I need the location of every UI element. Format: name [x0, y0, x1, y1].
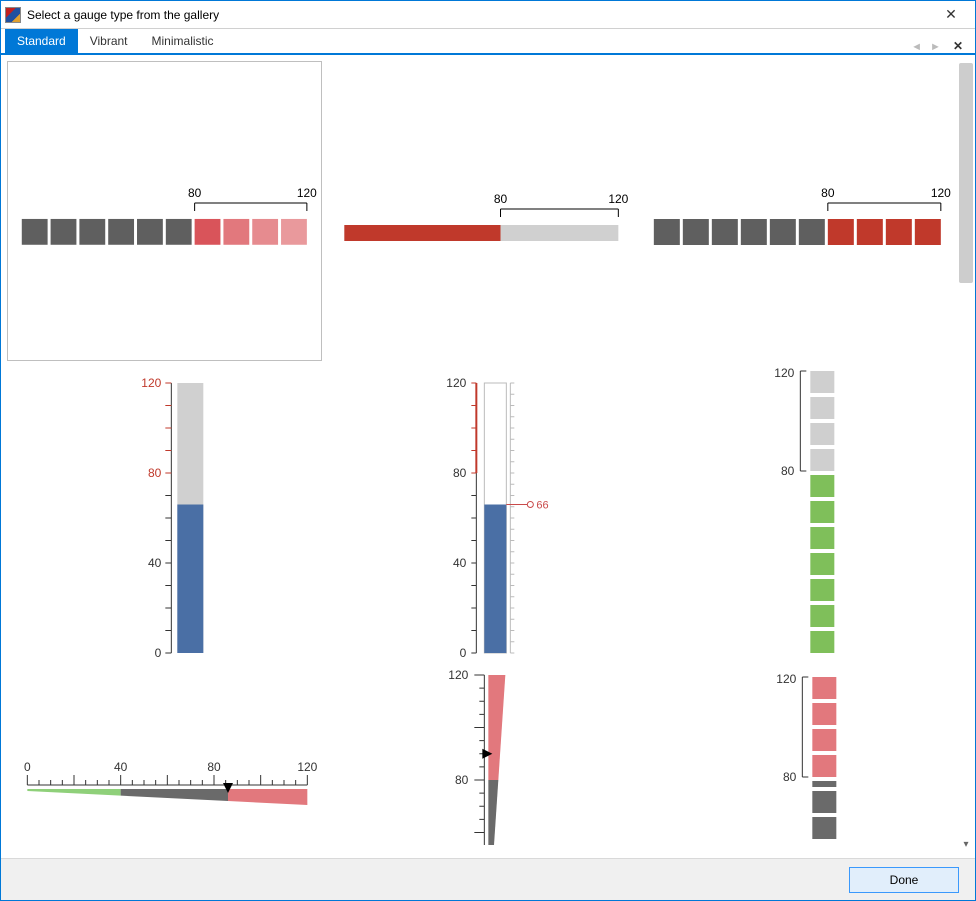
svg-text:120: 120: [446, 376, 466, 390]
gauge-option-5[interactable]: 80 120: [640, 363, 955, 663]
tab-minimalistic[interactable]: Minimalistic: [140, 29, 226, 53]
scrollbar-down-icon[interactable]: ▾: [959, 839, 973, 850]
titlebar: Select a gauge type from the gallery ✕: [1, 1, 975, 29]
gauge-option-3[interactable]: 0 40 80 120: [7, 363, 322, 663]
gauge-option-1[interactable]: 80 120: [324, 61, 639, 361]
svg-text:120: 120: [297, 186, 317, 200]
svg-text:80: 80: [453, 466, 467, 480]
svg-text:120: 120: [777, 672, 797, 686]
done-button[interactable]: Done: [849, 867, 959, 893]
dialog-window: Select a gauge type from the gallery ✕ S…: [0, 0, 976, 901]
tab-scroll-left[interactable]: ◄: [907, 41, 926, 53]
svg-text:66: 66: [536, 500, 548, 512]
tab-standard[interactable]: Standard: [5, 29, 78, 53]
window-close-button[interactable]: ✕: [931, 6, 971, 23]
svg-text:80: 80: [207, 760, 221, 774]
svg-text:120: 120: [931, 186, 951, 200]
svg-text:80: 80: [188, 186, 202, 200]
gauge-option-6[interactable]: 0 40 80 120: [7, 665, 322, 845]
scrollbar-thumb[interactable]: [959, 63, 973, 283]
svg-text:80: 80: [148, 466, 162, 480]
footer: Done: [1, 858, 975, 900]
tabstrip: Standard Vibrant Minimalistic ◄ ► ✕: [1, 29, 975, 55]
svg-text:120: 120: [775, 366, 795, 380]
svg-text:80: 80: [783, 770, 797, 784]
svg-text:40: 40: [453, 556, 467, 570]
svg-text:120: 120: [448, 668, 468, 682]
tabstrip-close-button[interactable]: ✕: [945, 39, 971, 53]
gauge-option-0[interactable]: 80 120: [7, 61, 322, 361]
svg-text:80: 80: [781, 464, 795, 478]
gauge-option-7[interactable]: 80 120: [324, 665, 639, 845]
svg-text:120: 120: [141, 376, 161, 390]
app-icon: [5, 7, 21, 23]
svg-text:80: 80: [821, 186, 835, 200]
svg-text:0: 0: [24, 760, 31, 774]
svg-text:0: 0: [155, 646, 162, 660]
scrollbar[interactable]: ▾: [959, 63, 973, 850]
svg-text:120: 120: [297, 760, 317, 774]
gauge-option-4[interactable]: 0 40 80 120 66: [324, 363, 639, 663]
gauge-grid: 80 120 80 120 80 120 0 40 80 120 0 40 80 120 66 80…: [7, 61, 955, 852]
tab-vibrant[interactable]: Vibrant: [78, 29, 140, 53]
gallery-content: 80 120 80 120 80 120 0 40 80 120 0 40 80 120 66 80…: [1, 55, 975, 858]
window-title: Select a gauge type from the gallery: [27, 8, 931, 22]
gauge-option-8[interactable]: 120 80: [640, 665, 955, 845]
svg-text:40: 40: [148, 556, 162, 570]
svg-text:120: 120: [608, 192, 628, 206]
svg-text:80: 80: [455, 773, 469, 787]
gauge-option-2[interactable]: 80 120: [640, 61, 955, 361]
svg-text:0: 0: [459, 646, 466, 660]
svg-text:40: 40: [114, 760, 128, 774]
svg-text:80: 80: [493, 192, 507, 206]
tab-scroll-right[interactable]: ►: [926, 41, 945, 53]
